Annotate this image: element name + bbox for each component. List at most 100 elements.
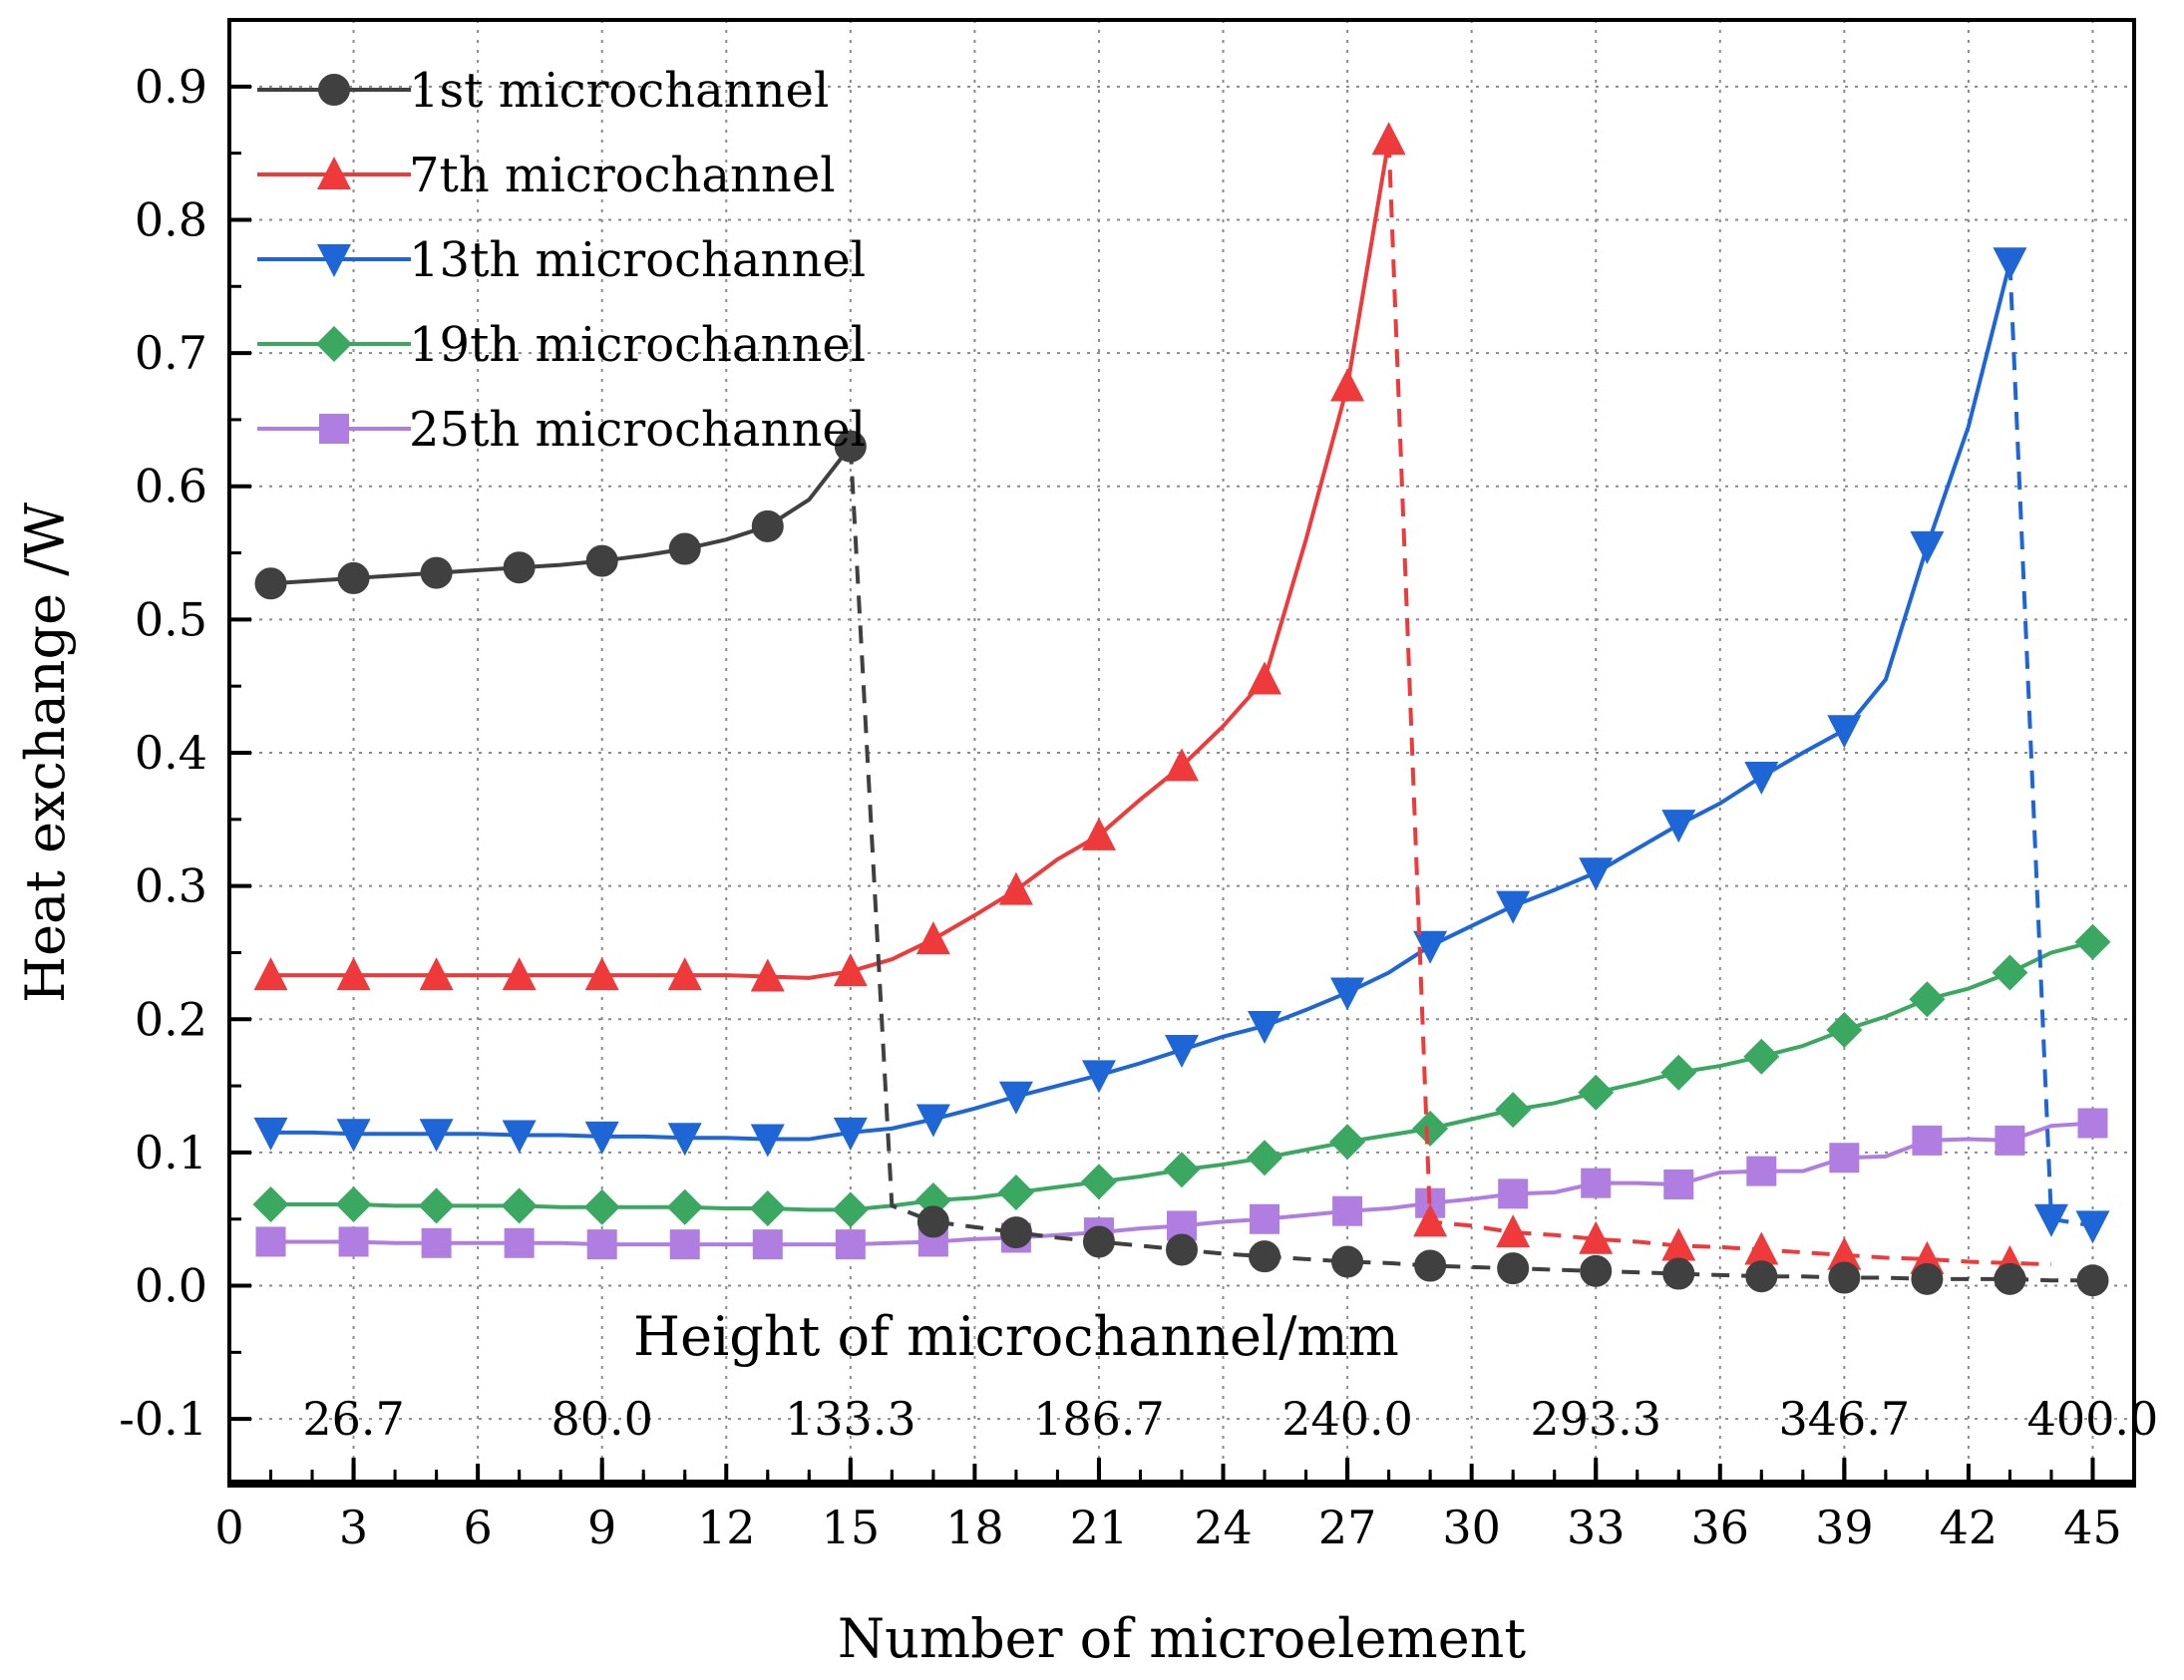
series-line — [270, 261, 2012, 1142]
legend-label: 1st microchannel — [409, 63, 829, 119]
series-dashed-line — [848, 446, 2093, 1283]
data-point — [1412, 1110, 1449, 1147]
data-point — [998, 871, 1033, 905]
series-dashed-line — [1386, 140, 2052, 1267]
legend-label: 25th microchannel — [409, 402, 866, 458]
data-point — [1329, 1124, 1366, 1161]
data-point — [1578, 1074, 1615, 1111]
data-point — [667, 1123, 702, 1157]
data-point — [835, 1229, 866, 1260]
series-1 — [254, 430, 2109, 1297]
data-point — [583, 1188, 620, 1225]
data-point — [751, 509, 784, 542]
data-point — [501, 1187, 538, 1224]
y-tick-label: 0.8 — [135, 192, 207, 246]
height-tick-label: 293.3 — [1530, 1392, 1661, 1446]
data-point — [1579, 1220, 1614, 1254]
data-point — [1911, 1262, 1944, 1295]
data-point — [252, 1186, 289, 1223]
data-point — [1166, 1233, 1198, 1266]
data-point — [1330, 368, 1365, 402]
data-point — [1165, 1035, 1199, 1069]
x-tick-label: 15 — [822, 1501, 881, 1554]
series-line — [270, 139, 1391, 980]
data-point — [1579, 857, 1614, 891]
x-tick-label: 36 — [1691, 1501, 1750, 1554]
legend-marker — [317, 244, 351, 277]
data-point — [1744, 762, 1779, 796]
data-point — [1826, 1011, 1863, 1048]
legend-item: 25th microchannel — [257, 402, 866, 458]
height-tick-label: 26.7 — [302, 1392, 404, 1446]
data-point — [1082, 1225, 1115, 1258]
data-point — [2076, 1264, 2109, 1297]
data-point — [1413, 1203, 1448, 1237]
data-point — [337, 561, 370, 594]
data-point — [1250, 1203, 1280, 1234]
data-point — [667, 957, 702, 991]
x-tick-label: 21 — [1070, 1501, 1129, 1554]
y-tick-label: -0.1 — [119, 1392, 207, 1446]
data-point — [1662, 1257, 1695, 1290]
x-tick-label: 9 — [587, 1501, 616, 1554]
data-point — [586, 1229, 617, 1260]
x-tick-label: 3 — [339, 1501, 368, 1554]
data-point — [1661, 810, 1696, 843]
legend-item: 13th microchannel — [257, 232, 866, 288]
data-point — [1496, 1214, 1531, 1248]
data-point — [1828, 1261, 1861, 1294]
legend-label: 19th microchannel — [409, 317, 866, 373]
data-point — [336, 1119, 371, 1153]
x-tick-label: 6 — [463, 1501, 492, 1554]
data-point — [1371, 122, 1406, 156]
height-tick-label: 186.7 — [1033, 1392, 1165, 1446]
data-point — [1993, 247, 2027, 281]
data-point — [915, 1104, 950, 1138]
data-point — [584, 1121, 619, 1155]
y-tick-label: 0.5 — [135, 592, 207, 646]
data-point — [1248, 661, 1282, 695]
data-point — [1660, 1054, 1697, 1091]
data-point — [1910, 530, 1945, 564]
data-point — [668, 532, 701, 565]
data-point — [750, 958, 785, 992]
axes: 0 3 6 9 12 15 18 21 24 27 30 33 36 39 42 45-0.10.00.10.… — [119, 60, 2158, 1554]
data-point — [255, 1226, 286, 1257]
legend-marker — [317, 157, 351, 189]
data-point — [916, 1205, 949, 1238]
grid-lines — [229, 20, 2134, 1486]
data-point — [1498, 1178, 1529, 1209]
legend-item: 19th microchannel — [257, 317, 866, 373]
data-point — [1249, 1240, 1281, 1273]
data-point — [1331, 1245, 1364, 1278]
data-point — [750, 1124, 785, 1158]
height-tick-label: 346.7 — [1778, 1392, 1910, 1446]
height-axis-title: Height of microchannel/mm — [633, 1305, 1399, 1368]
legend-marker — [316, 326, 352, 362]
data-point — [1081, 817, 1116, 850]
data-point — [253, 957, 288, 991]
data-point — [2074, 923, 2111, 960]
height-tick-label: 400.0 — [2027, 1392, 2159, 1446]
legend-label: 13th microchannel — [409, 232, 866, 288]
data-point — [749, 1190, 786, 1227]
data-point — [1330, 977, 1365, 1011]
height-tick-label: 80.0 — [550, 1392, 652, 1446]
y-tick-label: 0.1 — [135, 1126, 207, 1179]
data-series — [252, 122, 2111, 1297]
series-5 — [255, 1108, 2108, 1260]
data-point — [421, 1227, 452, 1258]
y-tick-label: 0.9 — [135, 60, 207, 114]
legend-item: 1st microchannel — [257, 63, 829, 119]
data-point — [336, 957, 371, 991]
data-point — [1164, 1152, 1200, 1188]
legend-item: 7th microchannel — [257, 148, 836, 203]
data-point — [1165, 748, 1199, 782]
data-point — [1581, 1168, 1612, 1198]
data-point — [502, 1120, 537, 1154]
data-point — [834, 430, 867, 463]
data-point — [1827, 715, 1862, 749]
data-point — [420, 556, 453, 589]
data-point — [1080, 1164, 1117, 1200]
